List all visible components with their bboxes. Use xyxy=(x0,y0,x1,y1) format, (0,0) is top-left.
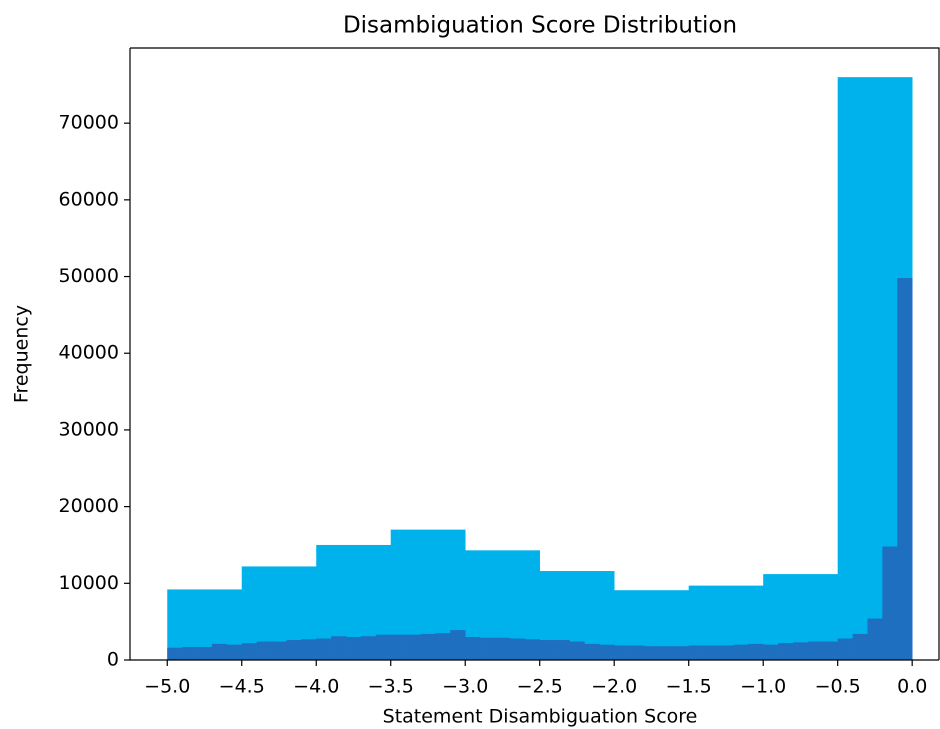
histogram-bar xyxy=(331,636,347,660)
histogram-bar xyxy=(197,646,213,660)
y-tick-label: 10000 xyxy=(59,572,119,594)
y-axis-label: Frequency xyxy=(11,305,33,403)
x-tick-label: −4.0 xyxy=(293,676,339,698)
y-tick-label: 30000 xyxy=(59,418,119,440)
x-tick-label: −3.5 xyxy=(368,676,414,698)
x-tick-label: −3.0 xyxy=(442,676,488,698)
histogram-bar xyxy=(182,646,198,660)
histogram-bar xyxy=(539,640,555,660)
histogram-bar xyxy=(569,641,585,660)
histogram-bar xyxy=(256,641,272,660)
histogram-bar xyxy=(509,638,526,660)
histogram-bar xyxy=(867,618,883,660)
histogram-bar xyxy=(524,639,541,660)
histogram-bar xyxy=(241,643,257,660)
histogram-bar xyxy=(703,645,719,660)
y-tick-label: 20000 xyxy=(59,495,119,517)
histogram-bar xyxy=(822,641,838,660)
histogram-bar xyxy=(390,634,406,660)
chart-title: Disambiguation Score Distribution xyxy=(343,13,737,39)
histogram-bar xyxy=(465,636,481,660)
x-tick-label: −2.0 xyxy=(591,676,637,698)
histogram-bar xyxy=(792,642,809,660)
histogram-bar xyxy=(644,646,660,660)
histogram-bar xyxy=(837,638,853,660)
x-tick-label: −1.5 xyxy=(666,676,712,698)
x-tick-label: −2.5 xyxy=(517,676,563,698)
histogram-bar xyxy=(688,645,704,660)
histogram-bar xyxy=(226,644,243,660)
histogram-bar xyxy=(375,634,392,660)
histogram-bar xyxy=(286,640,302,660)
histogram-bar xyxy=(733,644,749,660)
x-tick-label: −5.0 xyxy=(144,676,190,698)
histogram-bar xyxy=(629,645,645,660)
histogram-bar xyxy=(807,641,824,660)
histogram-bar xyxy=(897,278,913,660)
histogram-bar xyxy=(778,643,794,660)
histogram-bar xyxy=(673,646,690,660)
histogram-bar xyxy=(614,645,630,660)
histogram-bar xyxy=(435,633,451,660)
y-tick-label: 40000 xyxy=(59,342,119,364)
x-tick-label: −0.5 xyxy=(815,676,861,698)
histogram-bar xyxy=(763,644,779,660)
histogram-bar xyxy=(599,644,615,660)
x-axis-label: Statement Disambiguation Score xyxy=(383,706,698,728)
y-tick-label: 60000 xyxy=(59,188,119,210)
histogram-bar xyxy=(584,643,600,660)
histogram-bar xyxy=(495,637,511,660)
histogram-bar xyxy=(360,636,377,660)
histogram-bar xyxy=(420,633,436,660)
histogram-bar xyxy=(316,638,332,660)
histogram-bar xyxy=(450,630,466,660)
histogram-bar xyxy=(554,640,570,660)
histogram-bar xyxy=(167,647,183,660)
histogram-bar xyxy=(346,636,362,660)
y-tick-label: 0 xyxy=(107,649,119,671)
histogram-bar xyxy=(718,645,734,660)
histogram-bar xyxy=(748,643,764,660)
histogram-bar xyxy=(405,634,421,660)
histogram-bar xyxy=(301,639,317,660)
y-tick-label: 70000 xyxy=(59,112,119,134)
x-tick-label: −1.0 xyxy=(740,676,786,698)
histogram-bar xyxy=(211,643,228,660)
histogram-bar xyxy=(480,637,496,660)
histogram-bar xyxy=(852,633,868,660)
histogram-bar xyxy=(882,546,898,660)
histogram-bar xyxy=(658,646,675,660)
y-tick-label: 50000 xyxy=(59,265,119,287)
x-tick-label: 0.0 xyxy=(897,676,927,698)
x-tick-label: −4.5 xyxy=(219,676,265,698)
histogram-bar xyxy=(271,641,287,660)
